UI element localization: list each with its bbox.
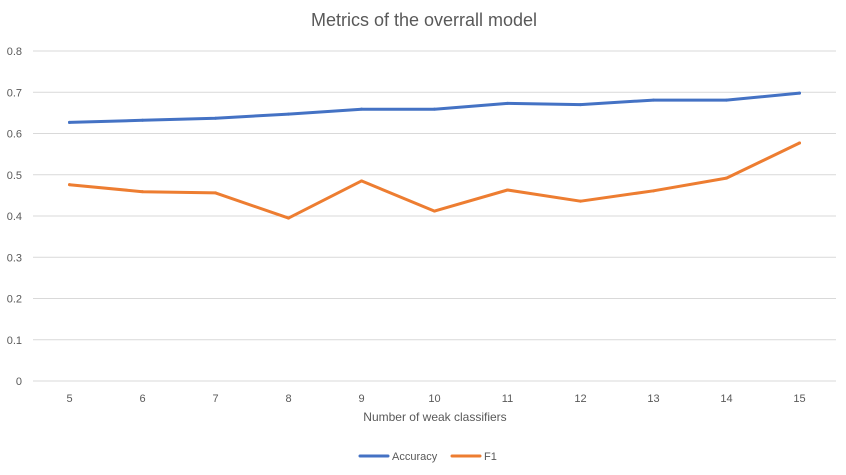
data-point-accuracy xyxy=(725,98,728,102)
x-tick-label: 13 xyxy=(647,393,659,405)
data-point-f1 xyxy=(652,189,655,193)
series-line-f1 xyxy=(68,141,801,220)
data-point-accuracy xyxy=(579,103,582,107)
y-tick-label: 0.1 xyxy=(7,335,22,347)
data-point-f1 xyxy=(68,183,71,187)
data-point-f1 xyxy=(287,216,290,220)
data-point-accuracy xyxy=(360,107,363,111)
data-point-f1 xyxy=(214,191,217,195)
legend-label-accuracy: Accuracy xyxy=(392,451,438,463)
y-tick-label: 0.5 xyxy=(7,170,22,182)
data-point-accuracy xyxy=(214,116,217,120)
y-tick-label: 0.2 xyxy=(7,294,22,306)
x-tick-label: 8 xyxy=(285,393,291,405)
y-axis-tick-labels: 0 0.1 0.2 0.3 0.4 0.5 0.6 0.7 0.8 xyxy=(7,46,22,388)
data-point-f1 xyxy=(798,141,801,145)
gridlines xyxy=(33,50,836,382)
y-tick-label: 0 xyxy=(16,376,22,388)
data-point-accuracy xyxy=(506,101,509,105)
data-point-f1 xyxy=(725,176,728,180)
data-point-accuracy xyxy=(652,98,655,102)
x-tick-label: 15 xyxy=(793,393,805,405)
x-tick-label: 9 xyxy=(358,393,364,405)
data-point-accuracy xyxy=(141,118,144,122)
chart-title: Metrics of the overrall model xyxy=(311,10,537,30)
x-tick-label: 5 xyxy=(66,393,72,405)
data-point-f1 xyxy=(579,199,582,203)
x-tick-label: 12 xyxy=(574,393,586,405)
x-axis-title: Number of weak classifiers xyxy=(363,410,506,424)
x-axis-tick-labels: 5 6 7 8 9 10 11 12 13 14 15 xyxy=(66,393,805,405)
y-tick-label: 0.4 xyxy=(7,211,22,223)
y-tick-label: 0.3 xyxy=(7,252,22,264)
series-lines xyxy=(68,91,801,220)
y-tick-label: 0.7 xyxy=(7,87,22,99)
x-tick-label: 14 xyxy=(720,393,732,405)
data-point-f1 xyxy=(506,188,509,192)
data-point-accuracy xyxy=(798,91,801,95)
y-tick-label: 0.8 xyxy=(7,46,22,58)
x-tick-label: 7 xyxy=(212,393,218,405)
data-point-accuracy xyxy=(287,112,290,116)
x-tick-label: 6 xyxy=(139,393,145,405)
data-point-f1 xyxy=(360,179,363,183)
data-point-f1 xyxy=(433,209,436,213)
data-point-f1 xyxy=(141,190,144,194)
x-tick-label: 11 xyxy=(502,393,513,405)
data-point-accuracy xyxy=(68,120,71,124)
legend-label-f1: F1 xyxy=(484,451,497,463)
x-tick-label: 10 xyxy=(428,393,440,405)
legend: Accuracy F1 xyxy=(358,451,497,463)
y-tick-label: 0.6 xyxy=(7,129,22,141)
data-point-accuracy xyxy=(433,107,436,111)
